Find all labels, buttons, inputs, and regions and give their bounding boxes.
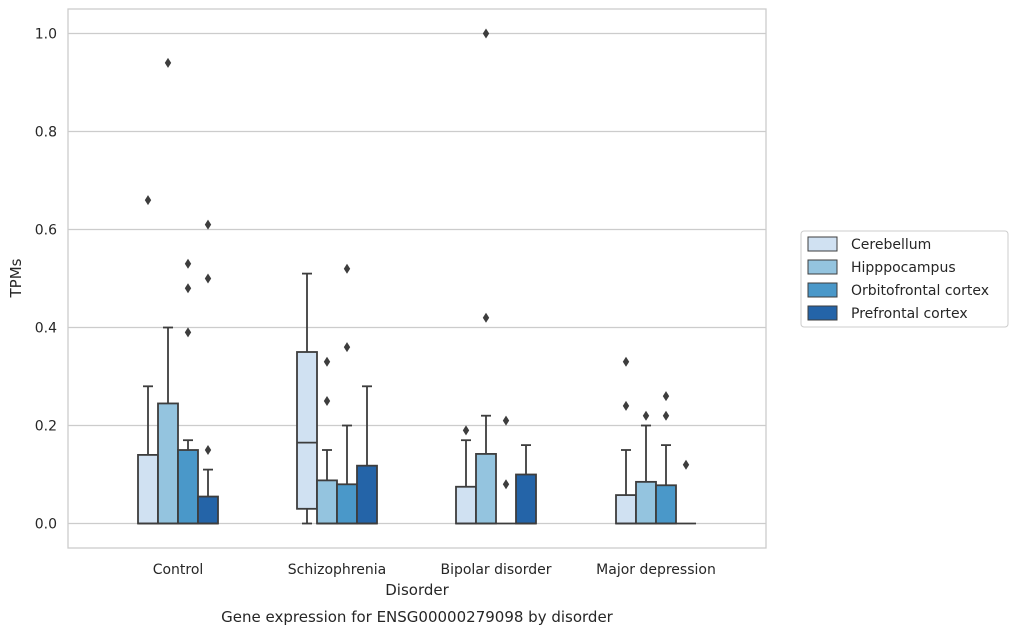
outlier-point: [184, 283, 192, 294]
outlier-point: [204, 445, 212, 455]
legend-label: Prefrontal cortex: [851, 306, 968, 322]
outlier-point: [323, 356, 331, 367]
outlier-point: [622, 400, 630, 411]
legend-swatch: [807, 282, 838, 298]
outlier-point: [204, 273, 212, 284]
box-body: [197, 495, 219, 525]
box-2-0: [177, 258, 199, 525]
box-0-1: [296, 272, 318, 525]
box-body: [635, 480, 657, 525]
boxes: [137, 28, 696, 525]
box-3-2: [515, 444, 537, 525]
outlier-point: [622, 356, 630, 367]
outlier-point: [642, 410, 650, 421]
box-1-2: [475, 28, 497, 525]
outlier-point: [482, 312, 490, 323]
outlier-point: [662, 410, 670, 421]
outlier-point: [502, 415, 510, 426]
y-axis-ticks: 0.0 0.2 0.4 0.6 0.8 1.0: [35, 27, 57, 533]
outlier-point: [204, 219, 212, 230]
legend-label: Cerebellum: [851, 237, 931, 253]
x-tick-label: Major depression: [596, 562, 716, 578]
box-1-0: [157, 57, 179, 525]
box-1-3: [635, 410, 657, 525]
y-tick-label: 0.2: [35, 419, 57, 435]
outlier-point: [144, 195, 152, 206]
box-2-2: [496, 415, 516, 525]
outlier-point: [343, 342, 351, 353]
outlier-point: [184, 258, 192, 269]
chart-title: Gene expression for ENSG00000279098 by d…: [221, 608, 614, 626]
x-tick-label: Schizophrenia: [288, 562, 386, 578]
x-tick-label: Control: [153, 562, 204, 578]
box-0-0: [137, 195, 159, 525]
box-3-0: [197, 219, 219, 525]
box-2-1: [336, 263, 358, 525]
outlier-point: [482, 28, 490, 39]
box-body: [137, 453, 159, 525]
y-tick-label: 0.8: [35, 125, 57, 141]
box-3-3: [676, 459, 696, 525]
box-0-2: [455, 425, 477, 525]
y-tick-label: 0.6: [35, 223, 57, 239]
box-body: [475, 453, 497, 525]
legend-label: Hipppocampus: [851, 260, 956, 276]
box-body: [296, 351, 318, 510]
box-body: [615, 494, 637, 525]
box-body: [356, 464, 378, 525]
box-body: [655, 484, 677, 525]
box-body: [515, 473, 537, 525]
legend-swatch: [807, 305, 838, 321]
box-1-1: [316, 356, 338, 525]
y-tick-label: 1.0: [35, 27, 57, 43]
outlier-point: [323, 396, 331, 406]
outlier-point: [164, 57, 172, 68]
legend-swatch: [807, 259, 838, 275]
box-2-3: [655, 391, 677, 525]
x-tick-label: Bipolar disorder: [440, 562, 551, 578]
x-axis-label: Disorder: [385, 581, 449, 599]
x-axis-ticks: Control Schizophrenia Bipolar disorder Majo…: [153, 562, 716, 578]
box-body: [316, 479, 338, 525]
box-body: [157, 402, 179, 525]
outlier-point: [343, 263, 351, 274]
plot-frame: [67, 8, 767, 549]
legend: Cerebellum Hipppocampus Orbitofrontal cort…: [800, 230, 1009, 328]
outlier-point: [462, 425, 470, 436]
outlier-point: [662, 391, 670, 402]
legend-swatch: [807, 236, 838, 252]
box-0-3: [615, 356, 637, 525]
outlier-point: [502, 479, 510, 490]
box-body: [336, 483, 358, 525]
y-tick-label: 0.4: [35, 321, 57, 337]
box-body: [455, 485, 477, 525]
legend-label: Orbitofrontal cortex: [851, 283, 989, 299]
outlier-point: [682, 459, 690, 470]
legend-frame: [800, 230, 1009, 328]
y-tick-label: 0.0: [35, 517, 57, 533]
y-axis-label: TPMs: [7, 258, 25, 298]
box-body: [177, 449, 199, 525]
outlier-point: [184, 327, 192, 338]
box-3-1: [356, 385, 378, 525]
